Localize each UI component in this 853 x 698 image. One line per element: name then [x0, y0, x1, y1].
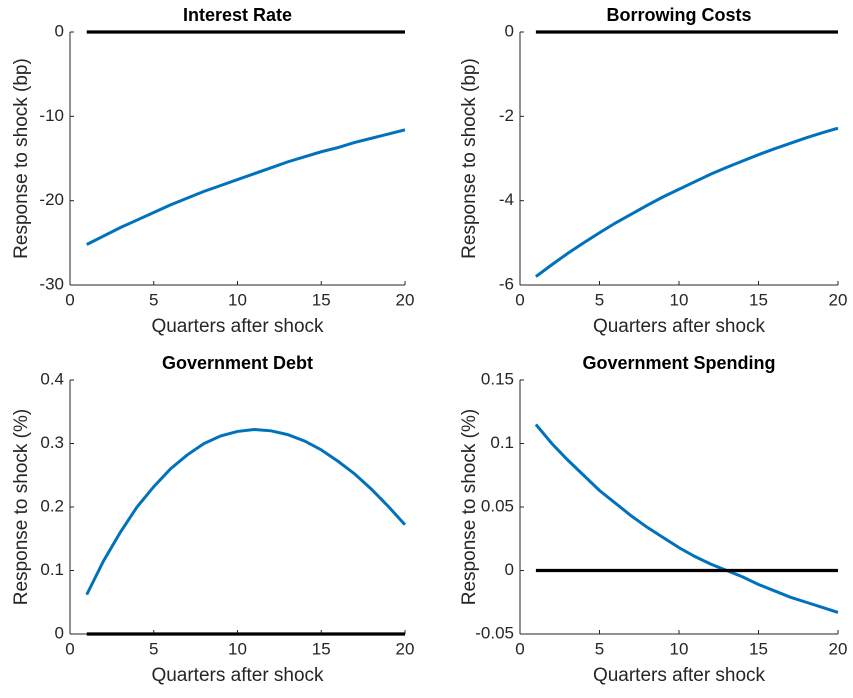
- y-axis-label: Response to shock (bp): [459, 58, 480, 259]
- x-tick-label: 20: [829, 290, 848, 309]
- y-tick-label: -4: [499, 190, 514, 209]
- x-tick-label: 20: [396, 639, 415, 658]
- y-tick-label: 0.15: [481, 369, 514, 388]
- x-tick-label: 15: [312, 290, 331, 309]
- y-tick-label: 0: [55, 623, 64, 642]
- x-tick-label: 15: [312, 639, 331, 658]
- y-tick-label: 0.1: [40, 560, 64, 579]
- y-tick-label: 0.4: [40, 369, 64, 388]
- data-line: [535, 126, 839, 278]
- y-tick-label: 0.05: [481, 496, 514, 515]
- y-tick-label: -6: [499, 274, 514, 293]
- y-tick-label: 0: [55, 21, 64, 40]
- data-line: [85, 428, 407, 596]
- x-tick-label: 10: [228, 639, 247, 658]
- x-tick-label: 0: [515, 290, 524, 309]
- x-tick-label: 0: [515, 639, 524, 658]
- y-axis-label: Response to shock (%): [11, 409, 32, 605]
- y-tick-label: 0.1: [490, 433, 514, 452]
- subplot-title: Interest Rate: [183, 5, 292, 25]
- y-tick-label: -20: [39, 190, 64, 209]
- x-tick-label: 0: [65, 639, 74, 658]
- subplot-title: Borrowing Costs: [606, 5, 751, 25]
- y-axis-label: Response to shock (%): [459, 409, 480, 605]
- y-tick-label: -30: [39, 274, 64, 293]
- subplot-title: Government Spending: [582, 353, 775, 373]
- x-axis-label: Quarters after shock: [593, 665, 766, 686]
- y-tick-label: 0: [505, 560, 514, 579]
- y-tick-label: 0.3: [40, 433, 64, 452]
- y-tick-label: 0.2: [40, 496, 64, 515]
- x-tick-label: 5: [595, 639, 604, 658]
- x-tick-label: 10: [228, 290, 247, 309]
- y-tick-label: -2: [499, 106, 514, 125]
- subplot-title: Government Debt: [162, 353, 313, 373]
- x-tick-label: 5: [149, 290, 158, 309]
- x-tick-label: 10: [670, 639, 689, 658]
- x-tick-label: 15: [749, 290, 768, 309]
- x-tick-label: 20: [829, 639, 848, 658]
- x-tick-label: 5: [149, 639, 158, 658]
- x-axis-label: Quarters after shock: [593, 316, 766, 337]
- y-tick-label: -10: [39, 106, 64, 125]
- data-line: [534, 423, 839, 614]
- x-tick-label: 15: [749, 639, 768, 658]
- x-tick-label: 0: [65, 290, 74, 309]
- y-axis-label: Response to shock (bp): [11, 58, 32, 259]
- y-tick-label: -0.05: [475, 623, 514, 642]
- x-axis-label: Quarters after shock: [151, 316, 324, 337]
- x-axis-label: Quarters after shock: [151, 665, 324, 686]
- x-tick-label: 5: [595, 290, 604, 309]
- data-line: [86, 128, 406, 246]
- y-tick-label: 0: [505, 21, 514, 40]
- x-tick-label: 20: [396, 290, 415, 309]
- x-tick-label: 10: [670, 290, 689, 309]
